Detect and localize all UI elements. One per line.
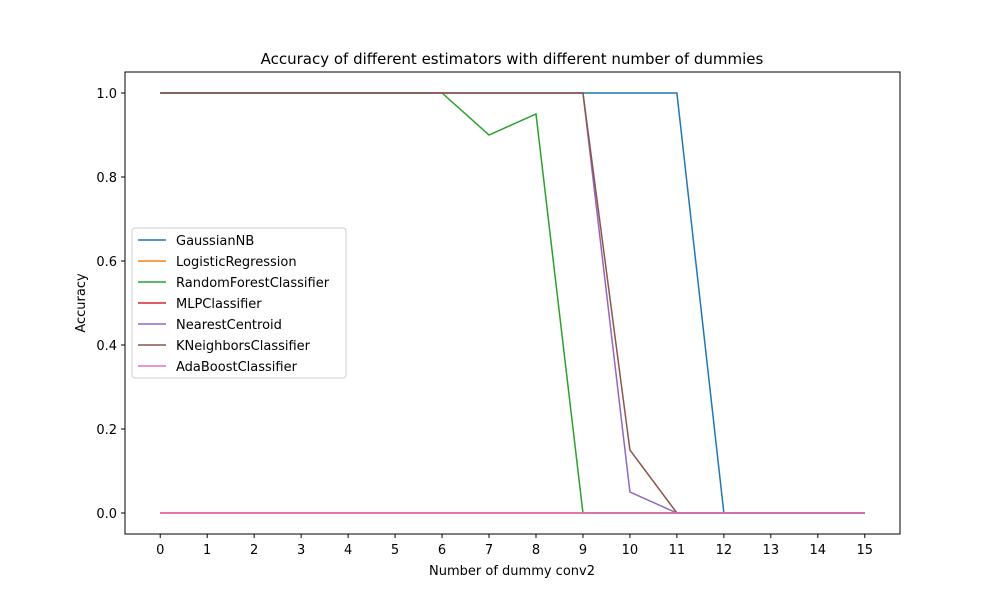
x-axis-label: Number of dummy conv2 xyxy=(429,564,595,579)
legend-label: RandomForestClassifier xyxy=(176,276,330,291)
y-tick-label: 1.0 xyxy=(96,87,117,102)
legend: GaussianNB LogisticRegression RandomForest… xyxy=(131,227,347,379)
x-tick-label: 5 xyxy=(391,543,399,558)
y-tick-label: 0.2 xyxy=(96,423,117,438)
legend-box xyxy=(131,227,347,379)
x-tick-label: 4 xyxy=(344,543,352,558)
legend-label: MLPClassifier xyxy=(176,297,262,312)
legend-label: NearestCentroid xyxy=(176,318,282,333)
y-axis: 0.0 0.2 0.4 0.6 0.8 1.0 xyxy=(96,87,125,522)
x-tick-label: 10 xyxy=(622,543,639,558)
y-tick-label: 0.8 xyxy=(96,171,117,186)
x-tick-label: 9 xyxy=(579,543,587,558)
legend-label: KNeighborsClassifier xyxy=(176,339,311,354)
x-tick-label: 12 xyxy=(716,543,733,558)
x-tick-label: 7 xyxy=(485,543,493,558)
legend-label: LogisticRegression xyxy=(176,255,297,270)
x-tick-label: 2 xyxy=(250,543,258,558)
x-tick-label: 0 xyxy=(156,543,164,558)
legend-label: GaussianNB xyxy=(176,234,254,249)
x-tick-label: 15 xyxy=(856,543,873,558)
x-tick-label: 6 xyxy=(438,543,446,558)
x-tick-label: 11 xyxy=(669,543,686,558)
chart-title: Accuracy of different estimators with di… xyxy=(261,50,764,68)
x-tick-label: 13 xyxy=(763,543,780,558)
series-lines xyxy=(160,92,865,514)
x-tick-label: 1 xyxy=(203,543,211,558)
x-axis: 0 1 2 3 4 5 6 7 8 9 10 11 12 13 14 15 xyxy=(156,534,873,558)
y-tick-label: 0.0 xyxy=(96,507,117,522)
x-tick-label: 14 xyxy=(810,543,827,558)
legend-label: AdaBoostClassifier xyxy=(176,360,298,375)
x-tick-label: 3 xyxy=(297,543,305,558)
y-axis-label: Accuracy xyxy=(74,273,89,333)
x-tick-label: 8 xyxy=(532,543,540,558)
y-tick-label: 0.6 xyxy=(96,255,117,270)
plot-area xyxy=(124,71,901,535)
y-tick-label: 0.4 xyxy=(96,339,117,354)
